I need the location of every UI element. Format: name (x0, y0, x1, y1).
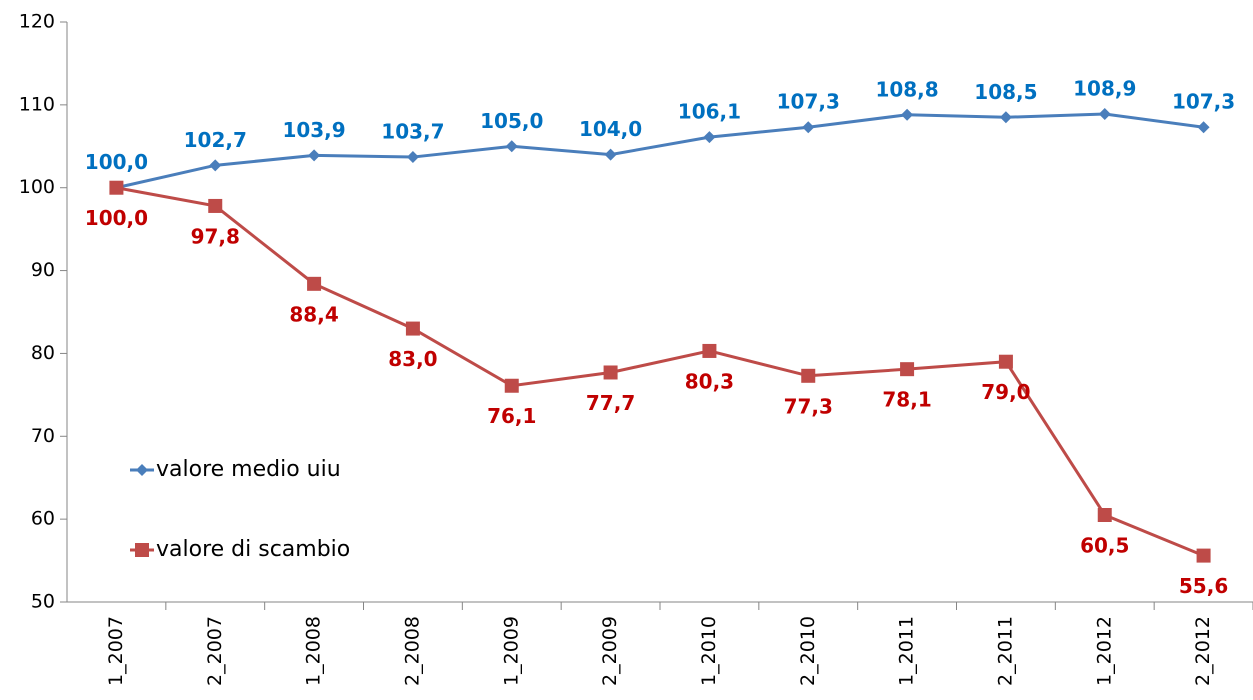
data-label: 108,9 (1073, 76, 1136, 100)
y-tick-label: 60 (31, 508, 55, 530)
legend-label: valore di scambio (156, 537, 350, 562)
data-label: 107,3 (1172, 90, 1235, 114)
data-label: 105,0 (480, 109, 543, 133)
y-tick-label: 50 (31, 591, 55, 613)
point (604, 148, 617, 161)
data-label: 107,3 (777, 90, 840, 114)
point (998, 354, 1013, 369)
y-tick-label: 120 (19, 11, 55, 33)
data-label: 55,6 (1179, 574, 1228, 598)
x-tick-label: 2_2010 (797, 616, 819, 686)
point (308, 149, 321, 162)
data-label: 79,0 (981, 380, 1030, 404)
point (703, 131, 716, 144)
data-label: 83,0 (388, 347, 437, 371)
point (135, 543, 149, 557)
point (999, 111, 1012, 124)
point (1197, 121, 1210, 134)
x-tick-label: 2_2012 (1192, 616, 1214, 686)
x-tick-label: 1_2012 (1093, 616, 1115, 686)
data-label: 77,7 (586, 391, 635, 415)
point (209, 159, 222, 172)
y-tick-label: 70 (31, 425, 55, 447)
point (801, 368, 816, 383)
x-tick-label: 1_2010 (698, 616, 720, 686)
data-label: 102,7 (184, 128, 247, 152)
point (901, 108, 914, 121)
data-label: 97,8 (191, 224, 240, 248)
point (405, 321, 420, 336)
data-label: 103,7 (381, 120, 444, 144)
point (802, 121, 815, 134)
series-line (116, 186, 1205, 557)
point (505, 140, 518, 153)
data-label: 76,1 (487, 404, 536, 428)
data-label: 100,0 (85, 206, 148, 230)
data-label: 104,0 (579, 117, 642, 141)
y-tick-label: 110 (19, 93, 55, 115)
x-tick-label: 2_2009 (599, 616, 621, 686)
point (406, 151, 419, 164)
data-label: 103,9 (282, 118, 345, 142)
x-tick-label: 1_2007 (105, 616, 127, 686)
point (702, 343, 717, 358)
x-tick-label: 2_2011 (994, 616, 1016, 686)
point (1196, 548, 1211, 563)
data-label: 77,3 (784, 394, 833, 418)
x-tick-label: 2_2007 (204, 616, 226, 686)
x-tick-label: 1_2009 (500, 616, 522, 686)
point (504, 378, 519, 393)
data-label: 106,1 (678, 100, 741, 124)
point (109, 180, 124, 195)
x-tick-label: 1_2011 (896, 616, 918, 686)
x-tick-label: 1_2008 (303, 616, 325, 686)
point (136, 464, 148, 476)
point (1098, 107, 1111, 120)
data-label: 80,3 (685, 369, 734, 393)
point (208, 198, 223, 213)
data-label: 108,8 (875, 77, 938, 101)
data-label: 108,5 (974, 80, 1037, 104)
data-label: 60,5 (1080, 534, 1129, 558)
y-tick-label: 100 (19, 176, 55, 198)
point (307, 276, 322, 291)
point (1097, 508, 1112, 522)
x-tick-label: 2_2008 (401, 616, 423, 686)
y-tick-label: 80 (31, 342, 55, 364)
data-label: 88,4 (289, 302, 338, 326)
series-line (116, 112, 1204, 190)
y-tick-label: 90 (31, 259, 55, 281)
point (900, 362, 915, 377)
legend-label: valore medio uiu (156, 457, 341, 482)
data-label: 100,0 (85, 150, 148, 174)
data-label: 78,1 (882, 388, 931, 412)
point (603, 365, 618, 380)
